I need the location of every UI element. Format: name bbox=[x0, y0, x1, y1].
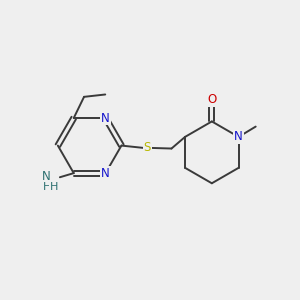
Text: N: N bbox=[234, 130, 243, 143]
Text: H: H bbox=[50, 182, 58, 192]
Text: H: H bbox=[43, 182, 51, 192]
Text: N: N bbox=[101, 167, 110, 180]
Text: N: N bbox=[101, 112, 110, 124]
Text: N: N bbox=[42, 169, 51, 183]
Text: O: O bbox=[207, 93, 217, 106]
Text: S: S bbox=[144, 141, 151, 154]
